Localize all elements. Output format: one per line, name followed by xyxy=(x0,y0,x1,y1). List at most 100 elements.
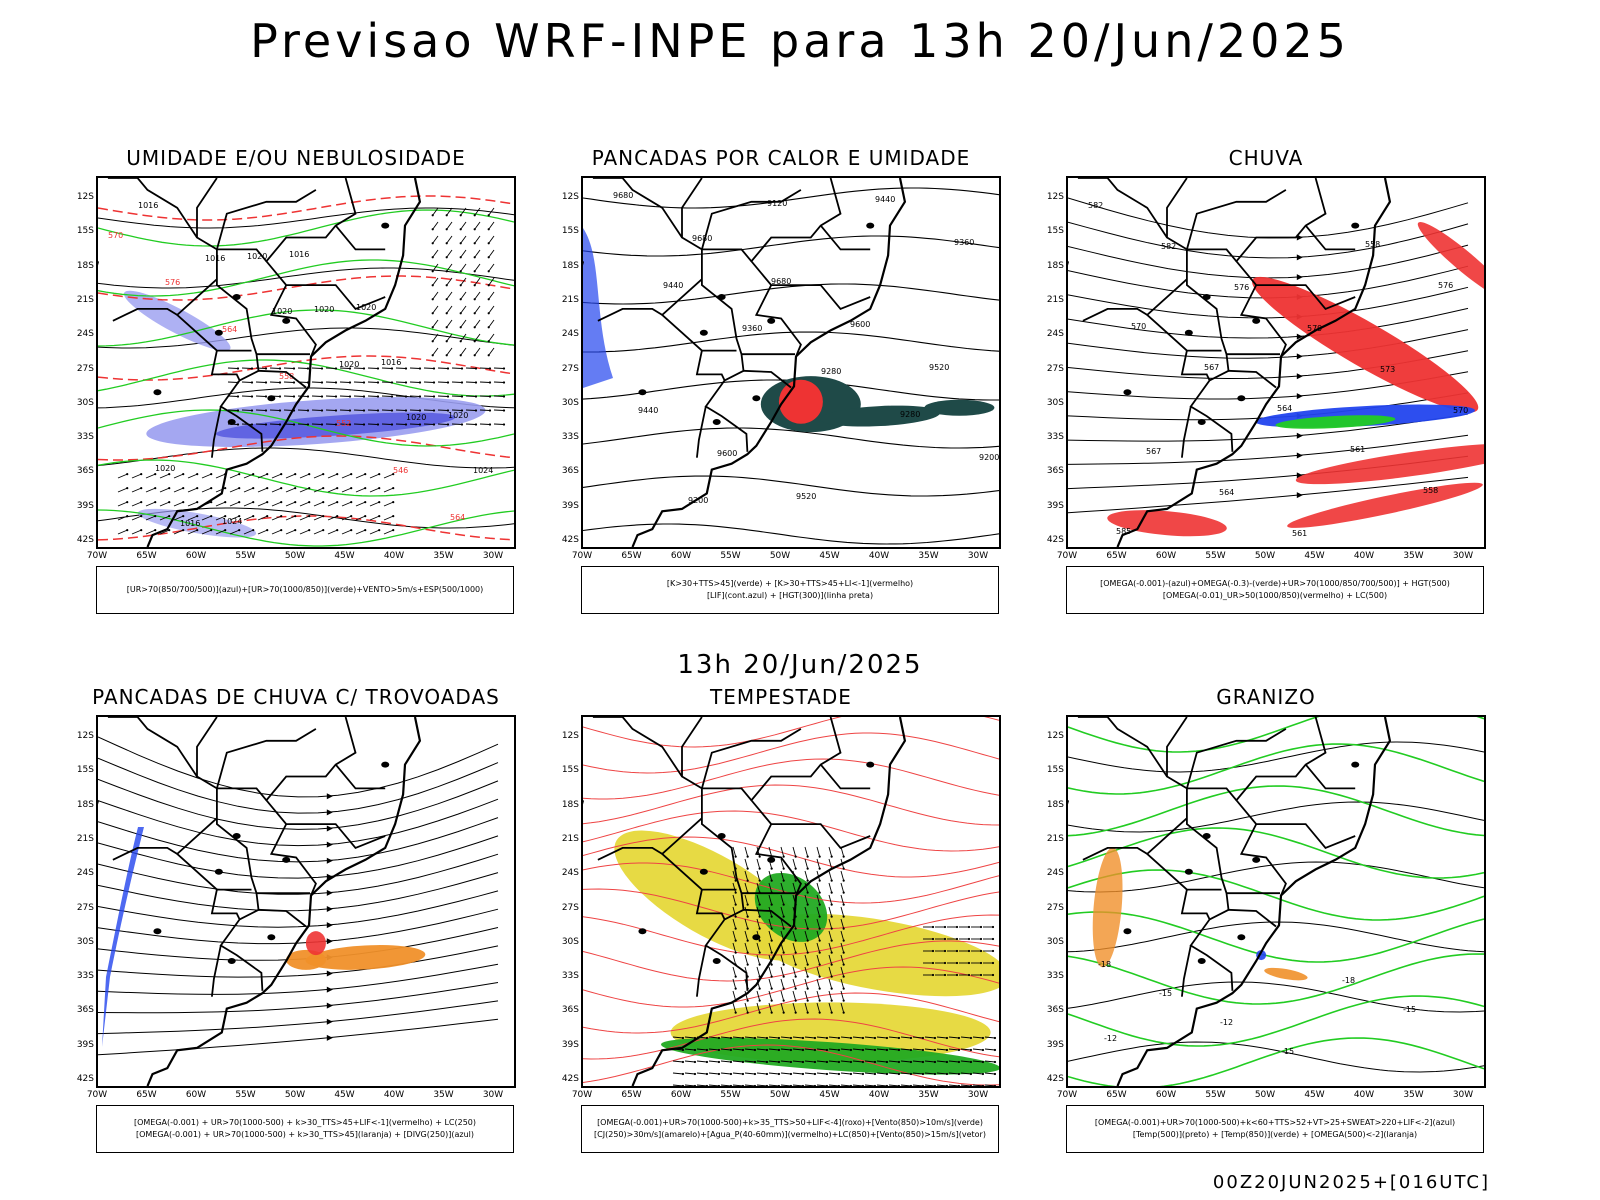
lat-tick-label: 33S xyxy=(561,971,579,982)
lon-tick-label: 45W xyxy=(819,551,840,561)
svg-text:546: 546 xyxy=(393,466,408,475)
panel-title: PANCADAS POR CALOR E UMIDADE xyxy=(591,146,971,170)
main-title: Previsao WRF-INPE para 13h 20/Jun/2025 xyxy=(250,14,1350,68)
panel-legend: [OMEGA(-0.001)+UR>70(1000-500)+k<60+TTS>… xyxy=(1066,1105,1484,1153)
lat-tick-label: 30S xyxy=(76,936,94,947)
lon-tick-label: 40W xyxy=(868,551,890,561)
lon-tick-label: 45W xyxy=(334,551,355,561)
svg-text:9680: 9680 xyxy=(692,234,712,243)
lon-tick-label: 35W xyxy=(918,1090,939,1100)
map-svg: 582 582 576 579 573 570 567 564 561 558 576 570 567 5… xyxy=(1068,178,1484,547)
svg-text:9680: 9680 xyxy=(613,191,633,200)
lat-tick-label: 39S xyxy=(561,1039,579,1050)
lat-tick-label: 24S xyxy=(76,329,94,340)
lat-tick-label: 18S xyxy=(1046,260,1064,271)
svg-text:576: 576 xyxy=(1234,283,1249,292)
svg-text:585: 585 xyxy=(1116,527,1131,536)
lat-tick-label: 39S xyxy=(76,1039,94,1050)
lat-tick-label: 15S xyxy=(76,765,94,776)
legend-line: [K>30+TTS>45](verde) + [K>30+TTS>45+LI<-… xyxy=(666,579,914,588)
lat-tick-label: 33S xyxy=(76,971,94,982)
svg-text:9440: 9440 xyxy=(638,406,658,415)
svg-text:564: 564 xyxy=(222,325,237,334)
svg-text:9520: 9520 xyxy=(796,492,816,501)
panel-chuva: CHUVA 582 582 576 579 573 570 567 564 561 558 576 57… xyxy=(1046,146,1516,626)
panel-legend: [OMEGA(-0.001)-(azul)+OMEGA(-0.3)-(verde… xyxy=(1066,566,1484,614)
lon-tick-label: 55W xyxy=(720,1090,741,1100)
svg-text:-12: -12 xyxy=(1104,1034,1117,1043)
lat-tick-label: 42S xyxy=(76,1074,94,1084)
svg-text:-15: -15 xyxy=(1403,1005,1416,1014)
lat-tick-label: 42S xyxy=(1046,535,1064,545)
lat-tick-label: 39S xyxy=(1046,500,1064,511)
svg-text:561: 561 xyxy=(1350,445,1365,454)
panel-legend: [UR>70(850/700/500)](azul)+[UR>70(1000/8… xyxy=(96,566,514,614)
svg-text:1016: 1016 xyxy=(289,250,309,259)
lon-tick-label: 55W xyxy=(1205,1090,1226,1100)
map-svg xyxy=(98,717,499,1086)
lat-tick-label: 30S xyxy=(561,397,579,408)
legend-line: [OMEGA(-0.001)+UR>70(1000-500)+k>35_TTS>… xyxy=(597,1118,983,1127)
lon-tick-label: 60W xyxy=(185,551,207,561)
lon-tick-label: 70W xyxy=(571,551,593,561)
map-plot: 1016 1016 1020 1020 1020 1024 1016 1020 1020 1016… xyxy=(96,176,516,549)
lon-tick-label: 70W xyxy=(86,551,108,561)
panel-legend: [K>30+TTS>45](verde) + [K>30+TTS>45+LI<-… xyxy=(581,566,999,614)
lon-tick-label: 65W xyxy=(136,1090,157,1100)
lat-tick-label: 18S xyxy=(561,799,579,810)
lon-tick-label: 35W xyxy=(1403,551,1424,561)
lat-tick-label: 12S xyxy=(561,731,579,741)
lat-tick-label: 15S xyxy=(561,765,579,776)
legend-line: [LIF](cont.azul) + [HGT(300)](linha pret… xyxy=(706,591,874,600)
lat-tick-label: 36S xyxy=(561,466,579,477)
lat-tick-label: 42S xyxy=(76,535,94,545)
legend-line: [OMEGA(-0.001)-(azul)+OMEGA(-0.3)-(verde… xyxy=(1100,579,1450,588)
svg-text:558: 558 xyxy=(1365,240,1380,249)
lon-tick-label: 35W xyxy=(918,551,939,561)
svg-text:1020: 1020 xyxy=(356,303,376,312)
lon-tick-label: 50W xyxy=(284,551,306,561)
panel-legend: [OMEGA(-0.001) + UR>70(1000-500) + k>30_… xyxy=(96,1105,514,1153)
lon-tick-label: 45W xyxy=(1304,551,1325,561)
lat-tick-label: 42S xyxy=(561,1074,579,1084)
lat-tick-label: 12S xyxy=(76,192,94,202)
svg-text:567: 567 xyxy=(1146,447,1161,456)
lat-tick-label: 27S xyxy=(561,363,579,374)
svg-text:1016: 1016 xyxy=(205,254,225,263)
map-plot xyxy=(581,715,1001,1088)
lat-tick-label: 33S xyxy=(561,432,579,443)
lon-tick-label: 45W xyxy=(334,1090,355,1100)
lon-tick-label: 60W xyxy=(670,1090,692,1100)
lon-tick-label: 65W xyxy=(621,551,642,561)
svg-text:9680: 9680 xyxy=(771,277,791,286)
svg-text:576: 576 xyxy=(1438,281,1453,290)
map-svg: 1016 1016 1020 1020 1020 1024 1016 1020 1020 1016… xyxy=(98,178,514,547)
lon-tick-label: 50W xyxy=(284,1090,306,1100)
panel-pancadas-trovoadas: PANCADAS DE CHUVA C/ TROVOADAS 12S 15S 18S 2… xyxy=(76,685,546,1165)
lon-tick-label: 60W xyxy=(185,1090,207,1100)
lon-tick-label: 40W xyxy=(383,1090,405,1100)
lat-tick-label: 21S xyxy=(76,833,94,844)
svg-text:1020: 1020 xyxy=(272,307,292,316)
lon-tick-label: 30W xyxy=(1452,551,1474,561)
svg-text:9200: 9200 xyxy=(979,453,999,462)
lat-tick-label: 36S xyxy=(1046,466,1064,477)
svg-text:564: 564 xyxy=(1277,404,1292,413)
lat-tick-label: 12S xyxy=(76,731,94,741)
svg-text:564: 564 xyxy=(450,513,465,522)
svg-text:582: 582 xyxy=(1161,242,1176,251)
lon-tick-label: 30W xyxy=(482,551,504,561)
lat-tick-label: 33S xyxy=(1046,971,1064,982)
map-plot: -18 -15 -12 -15 -18 -15 -12 xyxy=(1066,715,1486,1088)
lon-tick-label: 65W xyxy=(1106,551,1127,561)
lon-tick-label: 50W xyxy=(1254,1090,1276,1100)
svg-text:9600: 9600 xyxy=(850,320,870,329)
legend-line: [OMEGA(-0.001)+UR>70(1000-500)+k<60+TTS>… xyxy=(1094,1118,1456,1127)
lat-tick-label: 18S xyxy=(1046,799,1064,810)
lon-tick-label: 70W xyxy=(1056,551,1078,561)
lat-tick-label: 33S xyxy=(76,432,94,443)
lon-tick-label: 60W xyxy=(670,551,692,561)
lon-tick-label: 55W xyxy=(235,551,256,561)
panel-granizo: GRANIZO -18 -15 -12 -15 -18 -15 -12 12S 15S 18S 21S… xyxy=(1046,685,1516,1165)
lat-tick-label: 27S xyxy=(76,363,94,374)
